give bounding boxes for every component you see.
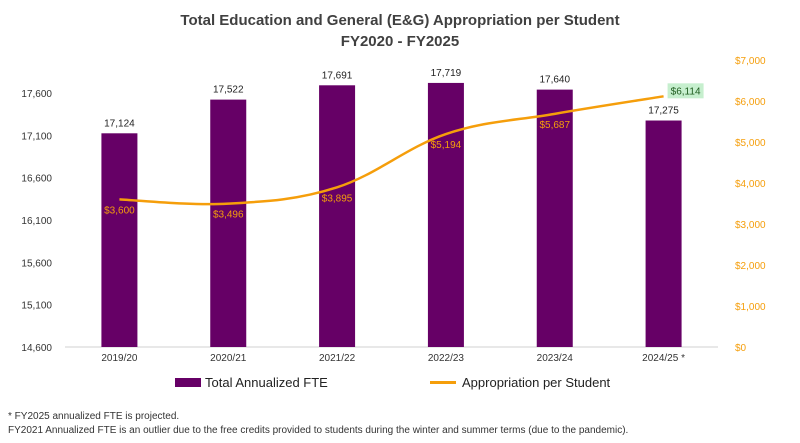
bar [645,120,682,348]
y-left-tick-label: 17,100 [21,131,52,142]
line-label-highlight [667,83,704,99]
y-left-tick-label: 16,600 [21,174,52,185]
y-right-tick-label: $5,000 [735,138,766,149]
bar [536,89,573,347]
y-left-tick-label: 15,600 [21,258,52,269]
bar-data-label: 17,522 [213,85,244,96]
x-tick-label: 2020/21 [210,353,247,364]
bar [101,133,138,347]
y-left-tick-label: 15,100 [21,301,52,312]
legend-item-appropriation: Appropriation per Student [430,375,610,390]
bar [427,82,464,347]
series-line-appropriation [119,95,664,206]
y-right-tick-label: $6,000 [735,97,766,108]
y-left-tick-label: 17,600 [21,89,52,100]
chart-subtitle: FY2020 - FY2025 [340,33,460,50]
y-left-tick-label: 14,600 [21,343,52,354]
y-right-tick-label: $3,000 [735,220,766,231]
y-right-tick-label: $4,000 [735,179,766,190]
bar-data-label: 17,124 [104,118,135,129]
legend-swatch-fte [175,378,201,387]
x-tick-label: 2023/24 [537,353,574,364]
y-left-tick-label: 16,100 [21,216,52,227]
bar-data-label: 17,719 [431,68,462,79]
line-data-label: $3,496 [213,210,244,221]
bar-data-label: 17,640 [539,75,570,86]
line-data-label: $3,895 [322,193,353,204]
y-right-tick-label: $7,000 [735,56,766,67]
x-tick-label: 2022/23 [428,353,465,364]
bar [210,99,247,347]
footnote-outlier: FY2021 Annualized FTE is an outlier due … [8,425,629,436]
bar [319,85,356,347]
y-right-tick-label: $1,000 [735,302,766,313]
line-data-label: $5,194 [431,140,462,151]
x-tick-label: 2021/22 [319,353,356,364]
legend-item-fte: Total Annualized FTE [175,375,328,390]
y-right-tick-label: $0 [735,343,747,354]
chart-plot: 14,600 15,100 15,600 16,100 16,600 17,100 17,6… [21,56,766,364]
x-tick-label: 2019/20 [101,353,138,364]
legend-label-appropriation: Appropriation per Student [462,375,611,390]
x-tick-label: 2024/25 * [642,353,685,364]
line-data-label: $5,687 [539,120,570,131]
legend-label-fte: Total Annualized FTE [205,375,328,390]
line-data-label: $6,114 [671,86,701,97]
legend-swatch-appropriation [430,381,456,384]
line-data-label: $3,600 [104,205,135,216]
footnote-projected: * FY2025 annualized FTE is projected. [8,411,180,422]
y-right-tick-label: $2,000 [735,261,766,272]
chart-title: Total Education and General (E&G) Approp… [180,12,620,29]
bar-data-label: 17,691 [322,70,353,81]
bar-data-label: 17,275 [648,106,679,117]
